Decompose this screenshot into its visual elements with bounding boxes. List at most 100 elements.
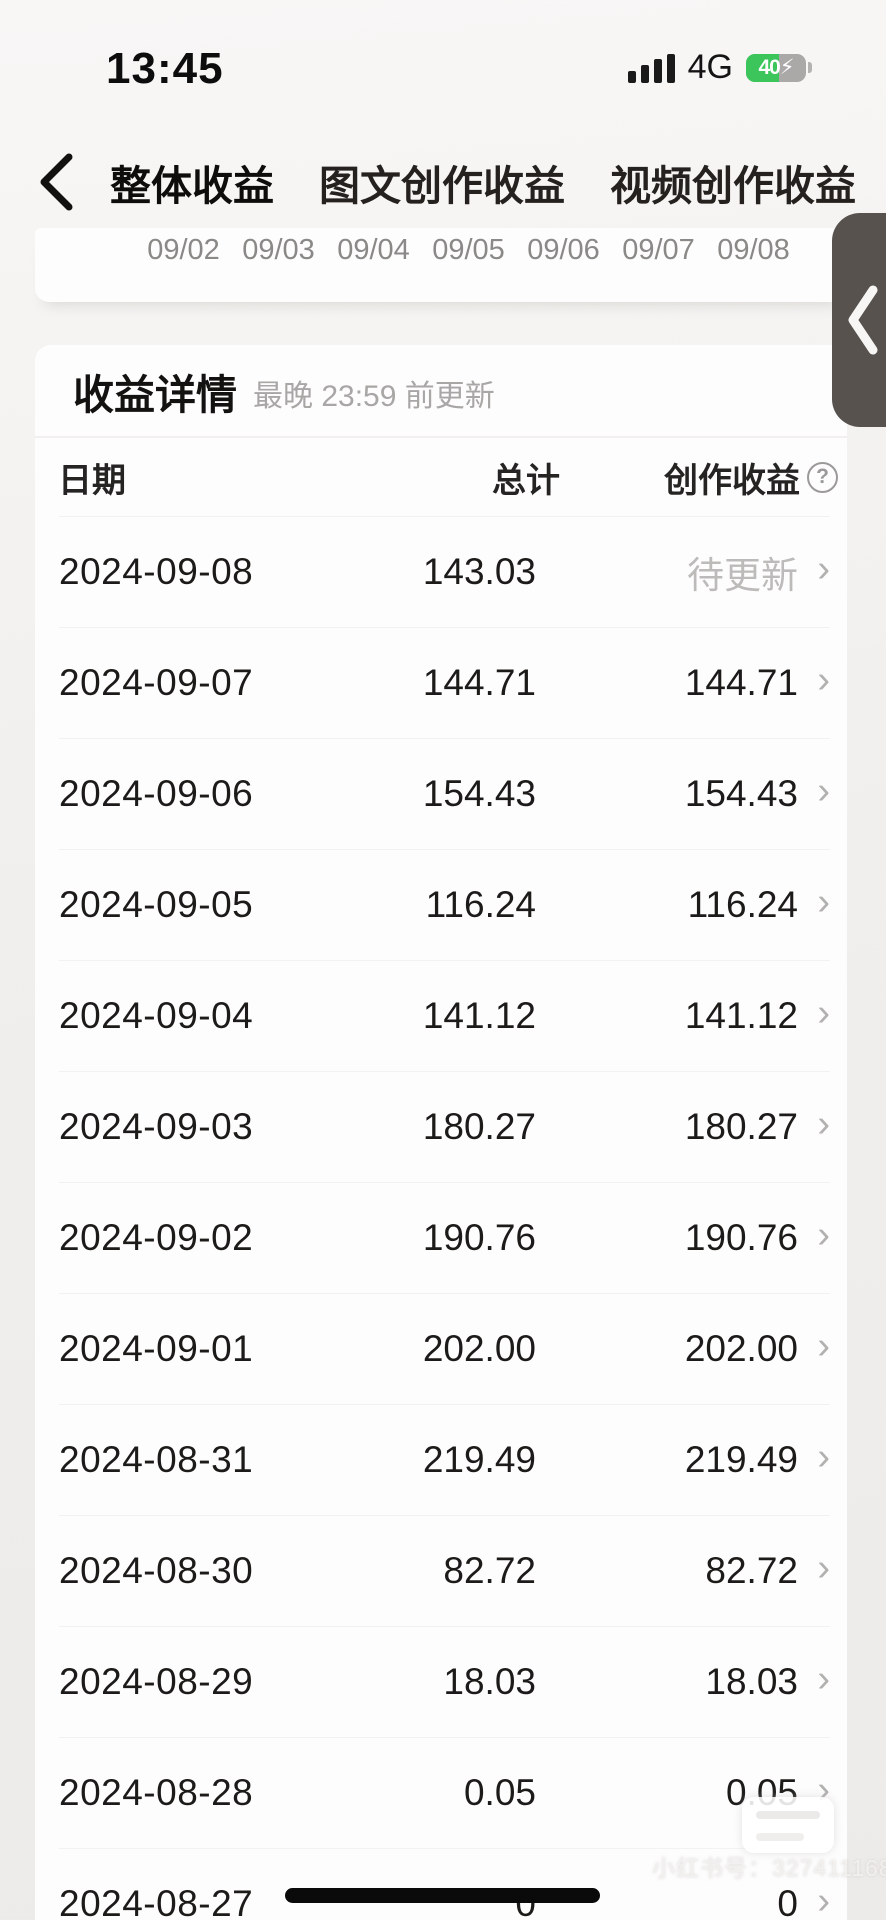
row-creation: 144.71 <box>684 662 798 703</box>
clock-text: 13:45 <box>106 44 224 93</box>
row-date: 2024-08-28 <box>59 1772 254 1813</box>
table-row[interactable]: 2024-09-05 116.24 116.24 › <box>59 849 830 960</box>
tab-video-earnings[interactable]: 视频创作收益 <box>610 152 856 212</box>
row-date: 2024-08-30 <box>59 1550 254 1591</box>
tab-label: 整体收益 <box>110 163 274 209</box>
chevron-right-icon: › <box>817 1103 830 1145</box>
battery-icon: 40⚡ <box>746 53 812 82</box>
table-row[interactable]: 2024-09-01 202.00 202.00 › <box>59 1293 830 1404</box>
table-header-row: 日期 总计 创作收益 ? <box>58 438 838 516</box>
back-button[interactable] <box>36 151 82 213</box>
status-icons: 4G 40⚡ <box>627 48 812 87</box>
date-axis: 09/02 09/03 09/04 09/05 09/06 09/07 09/0… <box>35 228 847 267</box>
panel-header: 收益详情 最晚 23:59 前更新 <box>35 345 847 438</box>
date-axis-label[interactable]: 09/03 <box>242 234 315 266</box>
status-bar: 13:45 4G 40⚡ <box>0 0 886 115</box>
row-creation: 219.49 <box>684 1439 798 1480</box>
table-row[interactable]: 2024-08-29 18.03 18.03 › <box>59 1626 830 1737</box>
row-creation: 202.00 <box>684 1328 798 1369</box>
row-total: 82.72 <box>443 1550 536 1591</box>
column-header-creation-label: 创作收益 <box>664 461 800 500</box>
row-total: 154.43 <box>422 773 536 814</box>
date-axis-label[interactable]: 09/04 <box>337 234 410 266</box>
row-date: 2024-09-03 <box>59 1106 254 1147</box>
column-header-date: 日期 <box>58 461 126 500</box>
row-total: 202.00 <box>422 1328 536 1369</box>
row-total: 18.03 <box>443 1661 536 1702</box>
table-row[interactable]: 2024-09-07 144.71 144.71 › <box>59 627 830 738</box>
table-row[interactable]: 2024-09-08 143.03 待更新 › <box>59 516 830 627</box>
row-date: 2024-09-05 <box>59 884 254 925</box>
earnings-detail-panel: 收益详情 最晚 23:59 前更新 日期 总计 创作收益 ? 2024-09-0… <box>35 345 847 1920</box>
row-total: 143.03 <box>422 551 536 592</box>
row-date: 2024-08-29 <box>59 1661 254 1702</box>
table-row[interactable]: 2024-08-30 82.72 82.72 › <box>59 1515 830 1626</box>
row-date: 2024-09-08 <box>59 551 254 592</box>
row-total: 190.76 <box>422 1217 536 1258</box>
row-total: 219.49 <box>422 1439 536 1480</box>
back-chevron-icon <box>40 153 73 211</box>
battery-fill <box>746 53 779 82</box>
date-axis-label[interactable]: 09/07 <box>622 234 695 266</box>
table-row[interactable]: 2024-08-31 219.49 219.49 › <box>59 1404 830 1515</box>
signal-strength-icon <box>627 53 675 83</box>
date-axis-label[interactable]: 09/02 <box>147 234 220 266</box>
date-axis-label[interactable]: 09/05 <box>432 234 505 266</box>
tab-image-text-earnings[interactable]: 图文创作收益 <box>319 152 565 212</box>
watermark-account-id: 小红书号：327411168 <box>652 1855 886 1881</box>
help-icon[interactable]: ? <box>807 461 838 493</box>
row-creation: 190.76 <box>684 1217 798 1258</box>
table-row[interactable]: 2024-08-28 0.05 0.05 › <box>59 1737 830 1848</box>
table-row[interactable]: 2024-09-02 190.76 190.76 › <box>59 1182 830 1293</box>
row-total: 141.12 <box>422 995 536 1036</box>
panel-title: 收益详情 <box>73 371 237 418</box>
tab-overall-earnings[interactable]: 整体收益 <box>110 152 274 250</box>
row-creation: 0 <box>777 1883 798 1920</box>
row-creation: 116.24 <box>687 884 798 925</box>
chevron-right-icon: › <box>817 1436 830 1478</box>
tab-label: 视频创作收益 <box>610 163 856 209</box>
row-date: 2024-08-27 <box>59 1883 254 1920</box>
row-total: 0.05 <box>463 1772 536 1813</box>
table-row[interactable]: 2024-09-03 180.27 180.27 › <box>59 1071 830 1182</box>
home-indicator-bar[interactable] <box>285 1888 600 1903</box>
row-date: 2024-09-07 <box>59 662 254 703</box>
row-total: 144.71 <box>422 662 536 703</box>
panel-update-note: 最晚 23:59 前更新 <box>253 380 495 413</box>
row-creation: 180.27 <box>684 1106 798 1147</box>
battery-cap <box>808 62 812 73</box>
nav-bar: 整体收益 图文创作收益 视频创作收益 <box>0 132 886 250</box>
chevron-right-icon: › <box>817 1547 830 1589</box>
chevron-right-icon: › <box>817 548 830 590</box>
date-axis-label[interactable]: 09/08 <box>717 234 790 266</box>
table-row[interactable]: 2024-09-04 141.12 141.12 › <box>59 960 830 1071</box>
row-date: 2024-09-04 <box>59 995 254 1036</box>
chevron-right-icon: › <box>817 770 830 812</box>
row-creation: 待更新 <box>687 555 798 596</box>
row-total: 180.27 <box>422 1106 536 1147</box>
row-date: 2024-08-31 <box>59 1439 254 1480</box>
side-collapse-handle[interactable] <box>832 213 886 427</box>
column-header-creation: 创作收益 ? <box>560 453 838 502</box>
network-type-label: 4G <box>687 48 733 86</box>
chevron-right-icon: › <box>817 659 830 701</box>
chevron-right-icon: › <box>817 1658 830 1700</box>
date-axis-label[interactable]: 09/06 <box>527 234 600 266</box>
chevron-right-icon: › <box>817 1214 830 1256</box>
table-row[interactable]: 2024-08-27 0 0 › <box>59 1848 830 1920</box>
row-creation: 82.72 <box>705 1550 798 1591</box>
tab-label: 图文创作收益 <box>319 163 565 209</box>
row-creation: 18.03 <box>705 1661 798 1702</box>
collapse-chevron-icon <box>848 285 878 355</box>
row-date: 2024-09-02 <box>59 1217 254 1258</box>
chevron-right-icon: › <box>817 881 830 923</box>
table-row[interactable]: 2024-09-06 154.43 154.43 › <box>59 738 830 849</box>
watermark-logo-icon <box>742 1797 834 1853</box>
row-creation: 141.12 <box>684 995 798 1036</box>
column-header-total: 总计 <box>492 461 560 500</box>
row-date: 2024-09-06 <box>59 773 254 814</box>
row-date: 2024-09-01 <box>59 1328 254 1369</box>
chevron-right-icon: › <box>817 1880 830 1920</box>
battery-percent-label: 40⚡ <box>758 56 794 79</box>
